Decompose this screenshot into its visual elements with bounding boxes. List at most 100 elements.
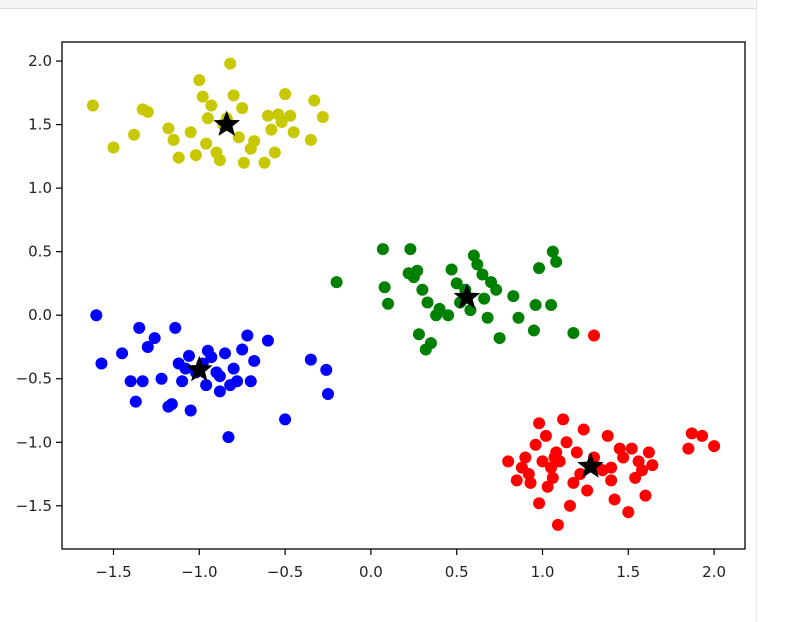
- data-point: [557, 413, 570, 426]
- data-point: [567, 326, 580, 339]
- data-point: [382, 297, 395, 310]
- data-point: [90, 309, 103, 322]
- data-point: [232, 131, 245, 144]
- data-point: [169, 321, 182, 334]
- data-point: [248, 135, 261, 148]
- data-point: [442, 309, 455, 322]
- data-point: [258, 156, 271, 169]
- data-point: [412, 328, 425, 341]
- data-point: [200, 137, 213, 150]
- data-point: [548, 451, 561, 464]
- x-tick-label: 1.5: [616, 563, 640, 581]
- centroid-star-marker: [186, 355, 213, 382]
- data-point: [696, 429, 709, 442]
- data-point: [308, 94, 321, 107]
- y-tick-label: −1.0: [16, 433, 52, 451]
- data-point: [545, 461, 558, 474]
- data-point: [608, 493, 621, 506]
- data-point: [471, 258, 484, 271]
- data-point: [107, 141, 120, 154]
- data-point: [481, 311, 494, 324]
- y-axis: 2.0 1.5 1.0 0.5 0.0 −0.5 −1.0 −1.5: [16, 52, 62, 515]
- y-tick-label: 1.5: [28, 116, 52, 134]
- data-point: [205, 99, 218, 112]
- data-point: [636, 464, 649, 477]
- data-point: [213, 370, 226, 383]
- data-point: [124, 375, 137, 388]
- data-point: [213, 385, 226, 398]
- data-point: [682, 442, 695, 455]
- data-point: [536, 455, 549, 468]
- data-point: [617, 451, 630, 464]
- data-point: [646, 459, 659, 472]
- data-point: [227, 89, 240, 102]
- data-point: [141, 105, 154, 118]
- data-point: [567, 476, 580, 489]
- data-point: [519, 451, 532, 464]
- data-point: [184, 404, 197, 417]
- x-axis: −1.5 −1.0 −0.5 0.0 0.5 1.0 1.5 2.0: [95, 549, 726, 581]
- data-point: [587, 329, 600, 342]
- data-point: [136, 375, 149, 388]
- data-point: [522, 468, 535, 481]
- data-point: [304, 133, 317, 146]
- right-divider: [756, 0, 757, 622]
- data-point: [167, 133, 180, 146]
- data-point: [196, 90, 209, 103]
- data-point: [184, 126, 197, 139]
- data-point: [411, 264, 424, 277]
- data-point: [639, 489, 652, 502]
- data-point: [424, 337, 437, 350]
- centroid-star-marker: [453, 283, 481, 309]
- data-point: [279, 88, 292, 101]
- x-tick-label: 1.0: [531, 563, 555, 581]
- data-point: [510, 474, 523, 487]
- data-point: [539, 429, 552, 442]
- data-point: [330, 276, 343, 289]
- data-point: [241, 329, 254, 342]
- data-point: [546, 245, 559, 258]
- data-point: [541, 480, 554, 493]
- x-tick-label: 2.0: [702, 563, 726, 581]
- data-point: [605, 474, 618, 487]
- data-point: [642, 446, 655, 459]
- data-point: [165, 398, 178, 411]
- data-point: [304, 353, 317, 366]
- data-point: [605, 461, 618, 474]
- data-point: [545, 299, 558, 312]
- data-point: [404, 243, 417, 256]
- data-point: [193, 74, 206, 87]
- data-point: [261, 109, 274, 122]
- data-point: [213, 154, 226, 167]
- data-point: [378, 281, 391, 294]
- data-point: [464, 304, 477, 317]
- data-point: [550, 255, 563, 268]
- data-point: [222, 431, 235, 444]
- x-tick-label: −1.0: [181, 563, 217, 581]
- data-point: [577, 423, 590, 436]
- data-point: [316, 110, 329, 123]
- data-point: [133, 321, 146, 334]
- data-point: [155, 372, 168, 385]
- data-point: [284, 109, 297, 122]
- data-point: [533, 262, 546, 275]
- data-point: [421, 296, 434, 309]
- data-point: [172, 151, 185, 164]
- data-point: [529, 299, 542, 312]
- scatter-points: [86, 57, 721, 531]
- data-point: [237, 156, 250, 169]
- data-point: [493, 332, 506, 345]
- y-tick-label: 0.5: [28, 243, 52, 261]
- data-point: [490, 283, 503, 296]
- data-point: [129, 395, 142, 408]
- data-point: [581, 484, 594, 497]
- x-tick-label: 0.0: [359, 563, 383, 581]
- data-point: [287, 126, 300, 139]
- data-point: [601, 429, 614, 442]
- data-point: [95, 357, 108, 370]
- data-point: [551, 518, 564, 531]
- data-point: [527, 324, 540, 337]
- data-point: [320, 363, 333, 376]
- data-point: [622, 506, 635, 519]
